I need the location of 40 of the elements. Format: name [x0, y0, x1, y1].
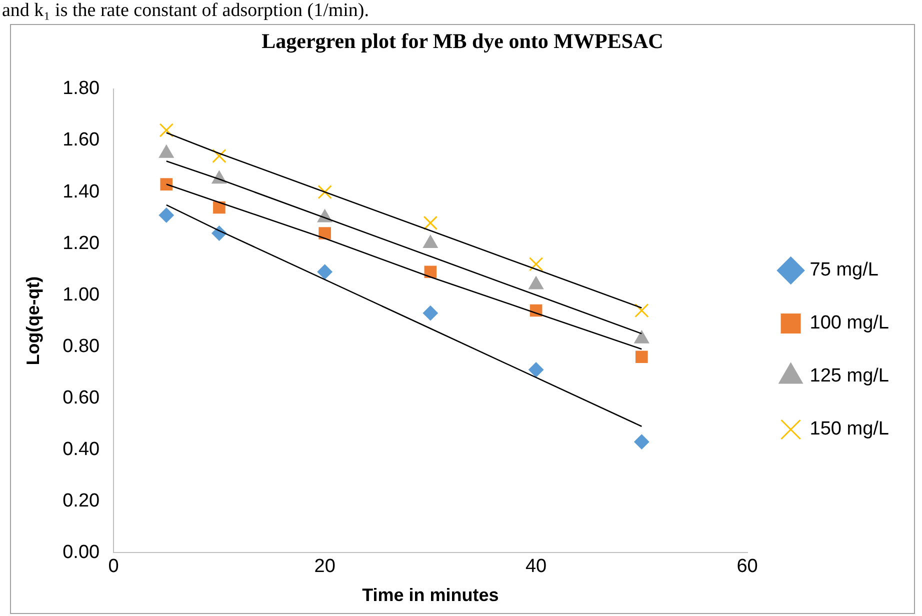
- point: [212, 148, 226, 164]
- line-series: [166, 204, 642, 428]
- x-tick-label: 40: [525, 556, 547, 578]
- point: [634, 303, 649, 318]
- y-tick-label: 0.00: [62, 542, 100, 563]
- x-tick-label: 0: [108, 556, 119, 578]
- point: [528, 362, 544, 378]
- y-tick-label: 0.80: [62, 336, 100, 357]
- point: [634, 434, 650, 450]
- point: [318, 184, 332, 200]
- point: [636, 350, 648, 364]
- point: [213, 201, 226, 214]
- text: and k₁ is the rate constant of adsorption (1/min).: [2, 0, 370, 22]
- point: [423, 216, 438, 230]
- point: [424, 266, 437, 278]
- y-tick-label: 1.00: [62, 284, 100, 306]
- chart-title: Lagergren plot for MB dye onto MWPESAC: [260, 29, 664, 54]
- y-tick-label: 0.20: [62, 490, 100, 512]
- point: [318, 227, 331, 240]
- x-tick-label: 20: [314, 556, 336, 578]
- y-tick-label: 1.20: [62, 232, 100, 254]
- legend-label: 75 mg/L: [810, 260, 878, 281]
- legend-label: 125 mg/L: [810, 366, 890, 387]
- legend-label: 100 mg/L: [810, 312, 890, 334]
- point: [317, 264, 332, 280]
- legend-label: 150 mg/L: [810, 418, 890, 440]
- point: [160, 178, 173, 190]
- y-axis-title: Log(qe-qt): [22, 276, 43, 366]
- y-tick-label: 1.80: [62, 78, 100, 100]
- line-series: [166, 132, 642, 309]
- point: [528, 257, 544, 272]
- x-tick-label: 60: [736, 556, 758, 578]
- y-tick-label: 1.40: [62, 181, 100, 202]
- y-tick-label: 0.40: [62, 438, 100, 460]
- x-axis-title: Time in minutes: [362, 585, 499, 606]
- point: [422, 306, 438, 321]
- y-tick-label: 1.60: [62, 130, 100, 151]
- y-tick-label: 0.60: [62, 387, 100, 408]
- point: [159, 123, 174, 138]
- point: [158, 208, 174, 223]
